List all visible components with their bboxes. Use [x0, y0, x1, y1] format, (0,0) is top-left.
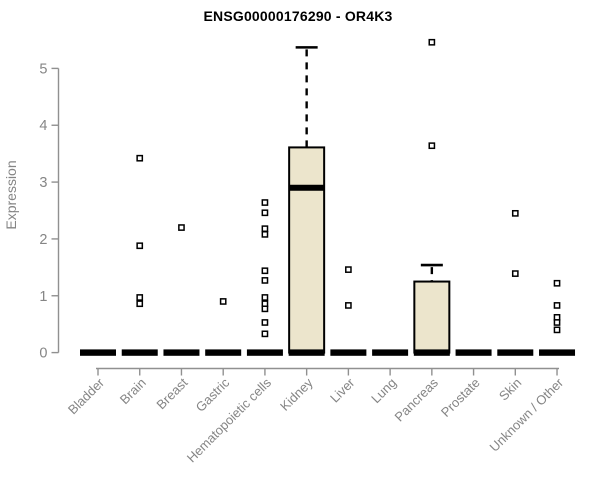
zero-bar-kidney: [288, 349, 325, 356]
outlier-hematopoietic-cells-4: [261, 267, 269, 275]
outlier-hematopoietic-cells-9: [261, 319, 269, 326]
outlier-brain-2: [136, 294, 144, 301]
outlier-brain-3: [136, 300, 144, 308]
x-tick-label-unknown-other: Unknown / Other: [487, 375, 567, 455]
outlier-brain-1: [136, 242, 144, 250]
zero-bar-lung: [372, 349, 409, 356]
outlier-pancreas-0: [428, 38, 436, 46]
zero-bar-hematopoietic-cells: [246, 349, 283, 356]
zero-bar-bladder: [80, 349, 116, 356]
x-tick-label-breast: Breast: [153, 375, 190, 412]
outlier-hematopoietic-cells-2: [261, 225, 269, 233]
outlier-unknown-other-3: [553, 319, 561, 326]
box-pancreas: [413, 280, 451, 354]
x-tick-label-bladder: Bladder: [65, 375, 108, 418]
median-line-kidney: [289, 184, 325, 191]
outlier-unknown-other-1: [553, 302, 561, 309]
outlier-brain-0: [136, 154, 144, 162]
zero-bar-unknown-other: [539, 349, 576, 356]
zero-bar-liver: [330, 349, 367, 356]
zero-bar-prostate: [455, 349, 492, 356]
x-tick-label-brain: Brain: [117, 375, 149, 407]
y-tick-label: 4: [39, 118, 47, 134]
zero-bar-brain: [121, 349, 158, 356]
outlier-hematopoietic-cells-1: [261, 209, 269, 217]
x-tick-label-pancreas: Pancreas: [392, 375, 442, 425]
x-tick-label-gastric: Gastric: [193, 375, 233, 415]
y-axis-title: Expression: [3, 160, 19, 229]
outlier-liver-0: [345, 266, 352, 273]
zero-bar-pancreas: [413, 349, 450, 356]
zero-bar-gastric: [205, 349, 242, 356]
x-tick-label-liver: Liver: [327, 375, 358, 406]
x-tick-label-lung: Lung: [368, 375, 399, 406]
outlier-hematopoietic-cells-8: [261, 305, 269, 313]
outlier-hematopoietic-cells-6: [261, 294, 269, 301]
outlier-pancreas-1: [428, 142, 436, 150]
x-tick-label-kidney: Kidney: [277, 375, 316, 414]
outlier-hematopoietic-cells-3: [261, 231, 269, 238]
outlier-hematopoietic-cells-10: [261, 330, 269, 338]
outlier-hematopoietic-cells-5: [261, 277, 269, 284]
chart-title: ENSG00000176290 - OR4K3: [203, 8, 393, 24]
y-tick-label: 3: [39, 175, 47, 191]
outlier-gastric-0: [219, 298, 227, 305]
y-tick-label: 0: [39, 346, 47, 362]
x-tick-label-skin: Skin: [496, 375, 524, 403]
y-tick-label: 1: [39, 289, 47, 305]
outlier-unknown-other-0: [553, 279, 561, 287]
outlier-breast-0: [178, 224, 185, 231]
y-tick-label: 5: [39, 61, 47, 77]
outlier-skin-1: [511, 270, 519, 277]
outlier-hematopoietic-cells-0: [261, 199, 269, 206]
zero-bar-breast: [163, 349, 200, 356]
zero-bar-skin: [497, 349, 534, 356]
outlier-liver-1: [345, 302, 352, 309]
y-tick-label: 2: [39, 232, 47, 248]
box-kidney: [288, 146, 326, 354]
x-tick-label-prostate: Prostate: [438, 375, 483, 420]
outlier-skin-0: [511, 209, 519, 217]
outlier-unknown-other-4: [553, 326, 561, 334]
